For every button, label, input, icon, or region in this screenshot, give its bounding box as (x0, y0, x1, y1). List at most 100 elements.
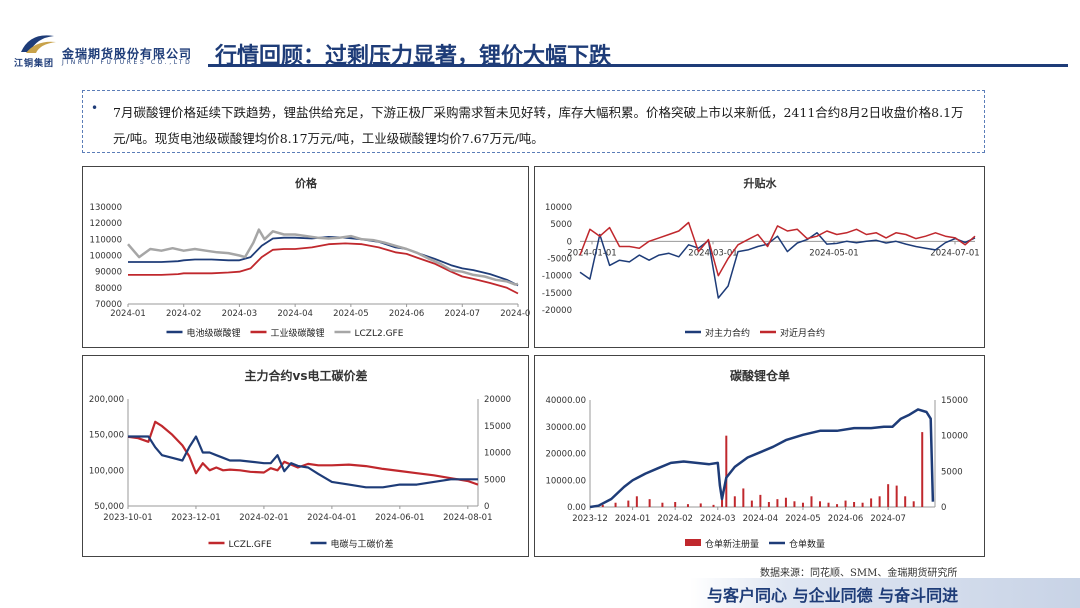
chart-panel-price: 价格 70000 80000 90000 100000 110000 120000 13000… (82, 166, 530, 348)
y-tick-label-right: 0 (941, 503, 946, 513)
y-tick-label: -20000 (542, 306, 572, 316)
summary-box: • 7月碳酸锂价格延续下跌趋势，锂盐供给充足，下游正极厂采购需求暂未见好转，库存… (82, 90, 985, 153)
legend-label-1: 电碳与工碳价差 (331, 538, 394, 550)
footer-slogan: 与客户同心 与企业同德 与奋斗同进 (707, 586, 959, 605)
title-divider (208, 64, 1068, 67)
bar-mark (878, 496, 881, 507)
x-tick-label: 2024-07 (870, 514, 906, 524)
bar-mark (635, 496, 638, 507)
chart-title: 碳酸锂仓单 (730, 368, 790, 383)
x-tick-label: 2024-02 (657, 514, 693, 524)
legend-label-1: 对近月合约 (780, 327, 825, 339)
bar-mark (801, 502, 804, 507)
x-tick-label: 2024-03 (700, 514, 736, 524)
company-logo: 江铜集团 金瑞期货股份有限公司 JINRUI FUTURES CO.,LTD (10, 30, 210, 70)
y-tick-label-right: 10000 (484, 449, 511, 459)
bar-mark (784, 497, 787, 507)
logo-group-name: 江铜集团 (14, 59, 55, 69)
series-line-1 (589, 408, 935, 509)
footer-band (690, 578, 1080, 608)
y-tick-label: 120000 (90, 219, 122, 229)
series-line-0 (127, 420, 479, 486)
y-tick-label-left: 50,000 (94, 502, 124, 512)
bar-mark (827, 502, 830, 507)
chart-panel-basis: 升贴水 -20000 -15000 -10000 -5000 0 5000 10000 2024… (534, 166, 985, 348)
legend-label-0: 电池级碳酸锂 (187, 327, 241, 339)
x-tick-label: 2024-05 (785, 514, 821, 524)
y-tick-label-right: 5000 (941, 467, 963, 477)
legend-label-0: 仓单新注册量 (705, 538, 759, 550)
logo-company-english: JINRUI FUTURES CO.,LTD (62, 59, 193, 66)
bar-mark (853, 502, 856, 507)
bar-mark (601, 504, 604, 507)
series-line-1 (128, 242, 519, 295)
bar-mark (887, 484, 890, 507)
y-tick-label-left: 150,000 (89, 431, 124, 441)
bar-mark (614, 502, 617, 507)
bar-mark (742, 488, 745, 507)
y-tick-label: 80000 (95, 284, 122, 294)
bar-mark (861, 502, 864, 507)
y-tick-label-right: 15000 (941, 396, 968, 406)
x-tick-label: 2024-07 (445, 309, 481, 319)
bar-mark (870, 498, 873, 507)
data-source: 数据来源：同花顺、SMM、金瑞期货研究所 (760, 568, 958, 579)
legend-label-2: LCZL2.GFE (355, 329, 404, 339)
y-tick-label: 0 (567, 237, 572, 247)
x-tick-label: 2024-06-01 (375, 513, 424, 523)
x-tick-label: 2024-05 (333, 309, 369, 319)
bar-mark (674, 502, 677, 507)
x-tick-label: 2024-04-01 (307, 513, 356, 523)
basis-chart: 升贴水 -20000 -15000 -10000 -5000 0 5000 10000 2024… (542, 176, 980, 339)
y-tick-label: 10000 (545, 203, 572, 213)
y-tick-label-right: 15000 (484, 422, 511, 432)
y-tick-label-left: 10000.00 (545, 476, 586, 486)
bar-mark (733, 496, 736, 507)
y-tick-label: 110000 (90, 235, 122, 245)
y-tick-label: 100000 (90, 252, 122, 262)
x-tick-label: 2024-05-01 (809, 248, 858, 258)
y-tick-label-left: 0.00 (567, 503, 586, 513)
x-tick-label: 2024-06 (389, 309, 425, 319)
logo-swoosh-icon (21, 35, 56, 53)
bar-mark (836, 504, 839, 507)
x-tick-label: 2024-08 (500, 309, 530, 319)
y-tick-label-right: 20000 (484, 395, 511, 405)
x-tick-label: 2023-10-01 (103, 513, 152, 523)
logo-company-name: 金瑞期货股份有限公司 (62, 47, 193, 61)
bar-mark (699, 503, 702, 507)
x-tick-label: 2024-03-01 (688, 248, 737, 258)
y-tick-label-left: 100,000 (89, 466, 124, 476)
x-tick-label: 2024-06 (828, 514, 864, 524)
y-tick-label-right: 0 (484, 502, 489, 512)
bar-mark (921, 432, 924, 507)
bar-mark (627, 500, 630, 507)
bar-mark (895, 485, 898, 507)
spread-chart: 主力合约vs电工碳价差 50,000 100,000 150,000 200,000 0 5… (89, 368, 511, 550)
bar-mark (844, 500, 847, 507)
y-tick-label: 5000 (550, 220, 572, 230)
warehouse-receipt-chart: 碳酸锂仓单 0.00 10000.00 20000.00 30000.00 40000.0… (545, 368, 968, 550)
bar-mark (904, 496, 907, 507)
summary-bullet: • (91, 101, 99, 115)
chart-title: 升贴水 (744, 176, 778, 190)
bar-mark (712, 504, 715, 507)
x-tick-label: 2023-12 (572, 514, 608, 524)
y-tick-label: -10000 (542, 272, 572, 282)
bar-mark (725, 435, 728, 507)
bar-mark (776, 499, 779, 507)
x-tick-label: 2024-03 (222, 309, 258, 319)
bar-mark (912, 501, 915, 507)
bar-mark (648, 499, 651, 507)
x-tick-label: 2024-07-01 (930, 248, 979, 258)
x-tick-label: 2024-01-01 (567, 248, 616, 258)
x-tick-label: 2024-01 (110, 309, 146, 319)
chart-title: 主力合约vs电工碳价差 (245, 368, 368, 383)
bar-mark (686, 504, 689, 507)
bar-mark (819, 501, 821, 507)
y-tick-label: 130000 (90, 203, 122, 213)
bar-mark (767, 502, 770, 507)
y-tick-label-right: 10000 (941, 432, 968, 442)
y-tick-label-left: 20000.00 (545, 450, 586, 460)
x-tick-label: 2024-04 (743, 514, 779, 524)
